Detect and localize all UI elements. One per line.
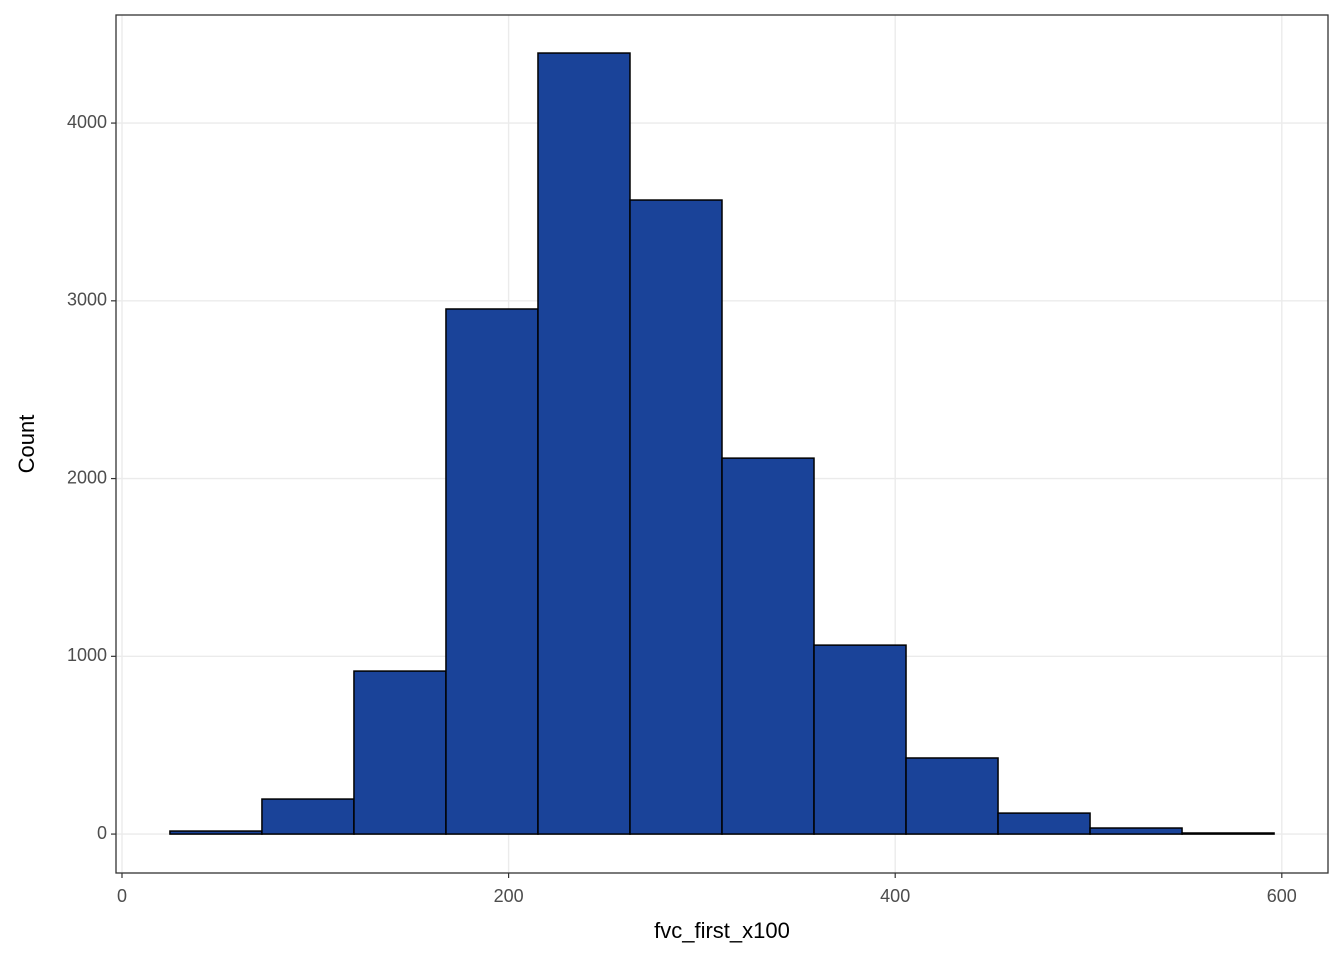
bar (169, 830, 263, 835)
x-tick-label: 400 (880, 886, 910, 906)
y-tick-label: 3000 (67, 290, 107, 310)
x-tick-label: 600 (1267, 886, 1297, 906)
y-tick-label: 1000 (67, 645, 107, 665)
bar (445, 308, 539, 835)
bar (813, 644, 907, 835)
bar (721, 457, 815, 835)
bar (905, 757, 999, 835)
y-axis-title: Count (14, 415, 39, 474)
bar (1089, 827, 1183, 835)
bar (997, 812, 1091, 835)
x-tick-label: 0 (117, 886, 127, 906)
bar (629, 199, 723, 835)
bar (537, 52, 631, 835)
bar (353, 670, 447, 835)
y-tick-label: 2000 (67, 467, 107, 487)
panel-border (115, 14, 1329, 874)
y-tick-label: 4000 (67, 112, 107, 132)
x-axis-title: fvc_first_x100 (654, 918, 790, 943)
bar (261, 798, 355, 835)
bar (1181, 832, 1275, 835)
x-tick-label: 200 (494, 886, 524, 906)
y-tick-label: 0 (97, 823, 107, 843)
